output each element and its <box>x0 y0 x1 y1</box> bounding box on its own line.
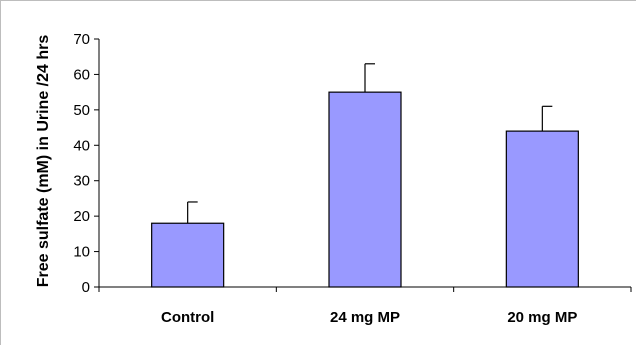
y-tick-label: 20 <box>73 208 90 225</box>
y-axis-title: Free sulfate (mM) in Urine /24 hrs <box>35 35 52 288</box>
y-tick-label: 10 <box>73 244 90 261</box>
y-tick-label: 40 <box>73 137 90 154</box>
bar <box>328 91 402 288</box>
error-bars <box>187 63 553 224</box>
x-category-label: 24 mg MP <box>330 309 400 326</box>
bars <box>151 91 579 288</box>
y-tick-label: 70 <box>73 31 90 48</box>
bar <box>151 222 225 288</box>
y-tick-label: 30 <box>73 173 90 190</box>
category-labels: Control 24 mg MP 20 mg MP <box>161 309 577 326</box>
y-tick-label: 0 <box>82 279 90 296</box>
y-axis-ticks: 0 10 20 30 40 50 60 70 <box>73 31 99 296</box>
x-category-label: 20 mg MP <box>507 309 577 326</box>
bar <box>505 130 579 288</box>
y-tick-label: 50 <box>73 102 90 119</box>
x-category-label: Control <box>161 309 214 326</box>
y-tick-label: 60 <box>73 66 90 83</box>
